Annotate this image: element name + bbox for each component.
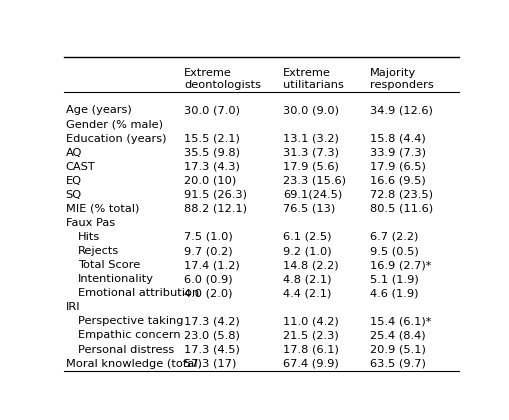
Text: MIE (% total): MIE (% total) bbox=[66, 204, 139, 214]
Text: 4.0 (2.0): 4.0 (2.0) bbox=[184, 288, 232, 298]
Text: 21.5 (2.3): 21.5 (2.3) bbox=[282, 331, 338, 341]
Text: 72.8 (23.5): 72.8 (23.5) bbox=[370, 190, 432, 200]
Text: Majority
responders: Majority responders bbox=[370, 68, 433, 90]
Text: 34.9 (12.6): 34.9 (12.6) bbox=[370, 105, 432, 116]
Text: 14.8 (2.2): 14.8 (2.2) bbox=[282, 260, 338, 270]
Text: 17.3 (4.3): 17.3 (4.3) bbox=[184, 162, 240, 172]
Text: 11.0 (4.2): 11.0 (4.2) bbox=[282, 316, 338, 326]
Text: 25.4 (8.4): 25.4 (8.4) bbox=[370, 331, 425, 341]
Text: Hits: Hits bbox=[77, 232, 100, 242]
Text: Gender (% male): Gender (% male) bbox=[66, 119, 162, 129]
Text: 88.2 (12.1): 88.2 (12.1) bbox=[184, 204, 247, 214]
Text: 20.9 (5.1): 20.9 (5.1) bbox=[370, 344, 425, 354]
Text: Moral knowledge (total): Moral knowledge (total) bbox=[66, 359, 201, 369]
Text: 63.5 (9.7): 63.5 (9.7) bbox=[370, 359, 425, 369]
Text: 5.1 (1.9): 5.1 (1.9) bbox=[370, 274, 418, 284]
Text: 30.0 (9.0): 30.0 (9.0) bbox=[282, 105, 338, 116]
Text: Extreme
utilitarians: Extreme utilitarians bbox=[282, 68, 343, 90]
Text: Education (years): Education (years) bbox=[66, 134, 166, 144]
Text: 80.5 (11.6): 80.5 (11.6) bbox=[370, 204, 432, 214]
Text: 13.1 (3.2): 13.1 (3.2) bbox=[282, 134, 338, 144]
Text: 30.0 (7.0): 30.0 (7.0) bbox=[184, 105, 240, 116]
Text: 7.5 (1.0): 7.5 (1.0) bbox=[184, 232, 233, 242]
Text: 76.5 (13): 76.5 (13) bbox=[282, 204, 335, 214]
Text: 16.9 (2.7)*: 16.9 (2.7)* bbox=[370, 260, 431, 270]
Text: Empathic concern: Empathic concern bbox=[77, 331, 180, 341]
Text: AQ: AQ bbox=[66, 147, 82, 158]
Text: 6.1 (2.5): 6.1 (2.5) bbox=[282, 232, 331, 242]
Text: 17.3 (4.2): 17.3 (4.2) bbox=[184, 316, 240, 326]
Text: Faux Pas: Faux Pas bbox=[66, 218, 115, 228]
Text: 69.1(24.5): 69.1(24.5) bbox=[282, 190, 342, 200]
Text: 4.6 (1.9): 4.6 (1.9) bbox=[370, 288, 418, 298]
Text: 17.8 (6.1): 17.8 (6.1) bbox=[282, 344, 338, 354]
Text: 17.9 (5.6): 17.9 (5.6) bbox=[282, 162, 338, 172]
Text: Rejects: Rejects bbox=[77, 246, 119, 256]
Text: 31.3 (7.3): 31.3 (7.3) bbox=[282, 147, 338, 158]
Text: 57.3 (17): 57.3 (17) bbox=[184, 359, 236, 369]
Text: Total Score: Total Score bbox=[77, 260, 139, 270]
Text: 23.3 (15.6): 23.3 (15.6) bbox=[282, 176, 346, 186]
Text: Personal distress: Personal distress bbox=[77, 344, 174, 354]
Text: 33.9 (7.3): 33.9 (7.3) bbox=[370, 147, 425, 158]
Text: Extreme
deontologists: Extreme deontologists bbox=[184, 68, 261, 90]
Text: Perspective taking: Perspective taking bbox=[77, 316, 183, 326]
Text: Intentionality: Intentionality bbox=[77, 274, 153, 284]
Text: CAST: CAST bbox=[66, 162, 95, 172]
Text: 4.4 (2.1): 4.4 (2.1) bbox=[282, 288, 331, 298]
Text: 15.4 (6.1)*: 15.4 (6.1)* bbox=[370, 316, 431, 326]
Text: 15.8 (4.4): 15.8 (4.4) bbox=[370, 134, 425, 144]
Text: 15.5 (2.1): 15.5 (2.1) bbox=[184, 134, 240, 144]
Text: 91.5 (26.3): 91.5 (26.3) bbox=[184, 190, 247, 200]
Text: 16.6 (9.5): 16.6 (9.5) bbox=[370, 176, 425, 186]
Text: 17.4 (1.2): 17.4 (1.2) bbox=[184, 260, 240, 270]
Text: 9.5 (0.5): 9.5 (0.5) bbox=[370, 246, 418, 256]
Text: 20.0 (10): 20.0 (10) bbox=[184, 176, 236, 186]
Text: 35.5 (9.8): 35.5 (9.8) bbox=[184, 147, 240, 158]
Text: 17.9 (6.5): 17.9 (6.5) bbox=[370, 162, 425, 172]
Text: 9.2 (1.0): 9.2 (1.0) bbox=[282, 246, 331, 256]
Text: 67.4 (9.9): 67.4 (9.9) bbox=[282, 359, 338, 369]
Text: Emotional attribution: Emotional attribution bbox=[77, 288, 199, 298]
Text: 4.8 (2.1): 4.8 (2.1) bbox=[282, 274, 331, 284]
Text: 23.0 (5.8): 23.0 (5.8) bbox=[184, 331, 240, 341]
Text: 9.7 (0.2): 9.7 (0.2) bbox=[184, 246, 233, 256]
Text: Age (years): Age (years) bbox=[66, 105, 131, 116]
Text: 17.3 (4.5): 17.3 (4.5) bbox=[184, 344, 240, 354]
Text: EQ: EQ bbox=[66, 176, 81, 186]
Text: 6.0 (0.9): 6.0 (0.9) bbox=[184, 274, 233, 284]
Text: 6.7 (2.2): 6.7 (2.2) bbox=[370, 232, 417, 242]
Text: SQ: SQ bbox=[66, 190, 81, 200]
Text: IRI: IRI bbox=[66, 302, 80, 312]
